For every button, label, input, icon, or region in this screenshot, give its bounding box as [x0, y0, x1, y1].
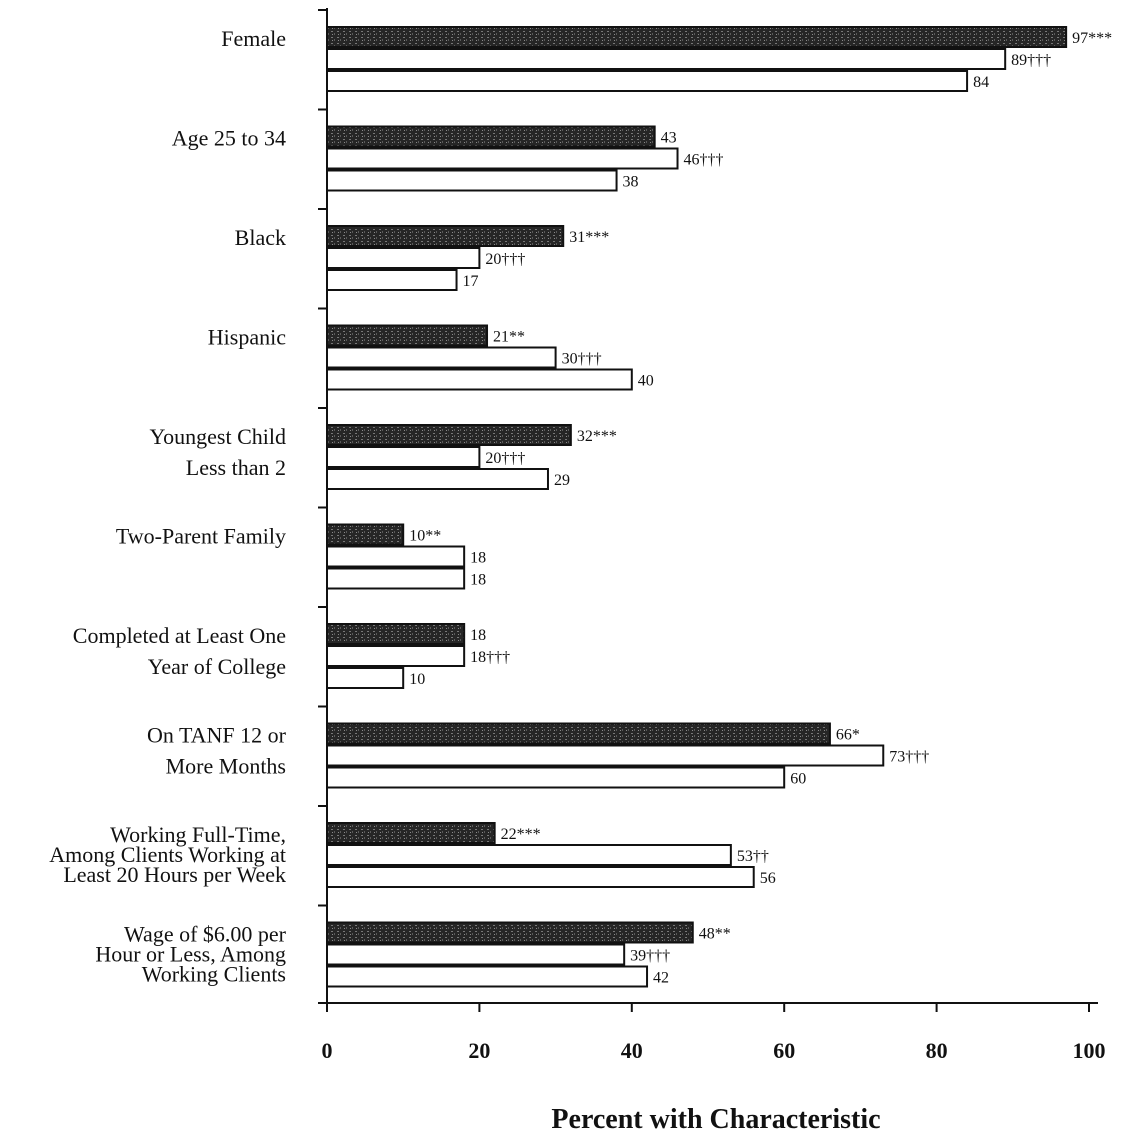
data-label: 18	[470, 550, 486, 567]
category-label: Year of College	[148, 654, 286, 679]
data-label: 29	[554, 472, 570, 489]
bar	[326, 247, 481, 269]
category-label: Less than 2	[186, 455, 286, 480]
data-label: 43	[661, 130, 677, 147]
data-label: 30†††	[562, 351, 602, 368]
axes: 0 20 40 60 80 100	[318, 8, 1106, 1063]
bar	[326, 26, 1068, 48]
bar	[326, 169, 618, 192]
data-label: 89†††	[1011, 52, 1051, 69]
category-label: Black	[235, 225, 286, 250]
x-tick-label: 0	[322, 1038, 333, 1063]
bar	[326, 866, 755, 888]
data-label: 40	[638, 373, 654, 390]
category-label: Age 25 to 34	[172, 126, 286, 151]
bar	[326, 965, 649, 988]
x-axis-title: Percent with Characteristic	[551, 1104, 880, 1133]
bar	[326, 844, 732, 866]
bar	[326, 667, 405, 689]
data-label: 48**	[699, 926, 731, 943]
bar	[326, 424, 572, 446]
category-label: Completed at Least One	[73, 623, 286, 648]
bar	[326, 645, 466, 667]
bar	[326, 744, 885, 767]
data-label: 53††	[737, 848, 769, 865]
category-label: Working Clients	[142, 962, 286, 987]
value-labels: 97*** 89††† 84 43 46††† 38 31*** 20††† 17 21** 30†…	[409, 30, 1112, 987]
x-tick-label: 20	[468, 1038, 490, 1063]
data-label: 56	[760, 870, 776, 887]
data-label: 20†††	[485, 450, 525, 467]
data-label: 18	[470, 572, 486, 589]
category-label: Least 20 Hours per Week	[63, 862, 286, 887]
bar	[326, 722, 831, 745]
bar	[326, 921, 694, 944]
data-label: 38	[623, 174, 639, 191]
bar	[326, 468, 549, 490]
data-label: 22***	[501, 826, 541, 843]
bar	[326, 368, 633, 391]
bar	[326, 70, 969, 92]
bar	[326, 147, 679, 170]
data-label: 39†††	[630, 948, 670, 965]
x-tick-label: 60	[773, 1038, 795, 1063]
category-label: Female	[221, 26, 286, 51]
data-label: 84	[973, 74, 989, 91]
data-label: 18	[470, 627, 486, 644]
bar	[326, 48, 1007, 70]
category-label: Hispanic	[208, 325, 286, 350]
data-label: 73†††	[889, 749, 929, 766]
category-label: Hour or Less, Among	[95, 942, 286, 967]
category-label: More Months	[166, 754, 286, 779]
bar	[326, 446, 481, 468]
data-label: 32***	[577, 428, 617, 445]
x-tick-label: 100	[1073, 1038, 1106, 1063]
data-label: 10**	[409, 528, 441, 545]
bar	[326, 346, 557, 369]
data-label: 31***	[569, 229, 609, 246]
category-label: Youngest Child	[149, 424, 286, 449]
bars	[326, 26, 1068, 988]
data-label: 10	[409, 671, 425, 688]
data-label: 42	[653, 970, 669, 987]
data-label: 18†††	[470, 649, 510, 666]
data-label: 66*	[836, 727, 860, 744]
bar	[326, 225, 565, 247]
bar	[326, 943, 626, 966]
category-label: Among Clients Working at	[49, 842, 286, 867]
category-label: Wage of $6.00 per	[124, 922, 287, 947]
x-tick-label: 80	[926, 1038, 948, 1063]
bar	[326, 567, 466, 590]
category-labels: Female Age 25 to 34 Black Hispanic Youngest …	[49, 26, 286, 987]
x-tick-label: 40	[621, 1038, 643, 1063]
bar	[326, 623, 466, 645]
data-label: 21**	[493, 329, 525, 346]
bar	[326, 545, 466, 568]
data-label: 46†††	[684, 152, 724, 169]
data-label: 20†††	[485, 251, 525, 268]
category-label: Two-Parent Family	[116, 524, 286, 549]
bar	[326, 523, 405, 546]
data-label: 17	[463, 273, 479, 290]
data-label: 97***	[1072, 30, 1112, 47]
bar	[326, 766, 786, 789]
category-label: On TANF 12 or	[147, 723, 287, 748]
bar	[326, 269, 458, 291]
bar	[326, 324, 489, 347]
bar	[326, 125, 656, 148]
data-label: 60	[790, 771, 806, 788]
bar	[326, 822, 496, 844]
category-label: Working Full-Time,	[110, 822, 286, 847]
